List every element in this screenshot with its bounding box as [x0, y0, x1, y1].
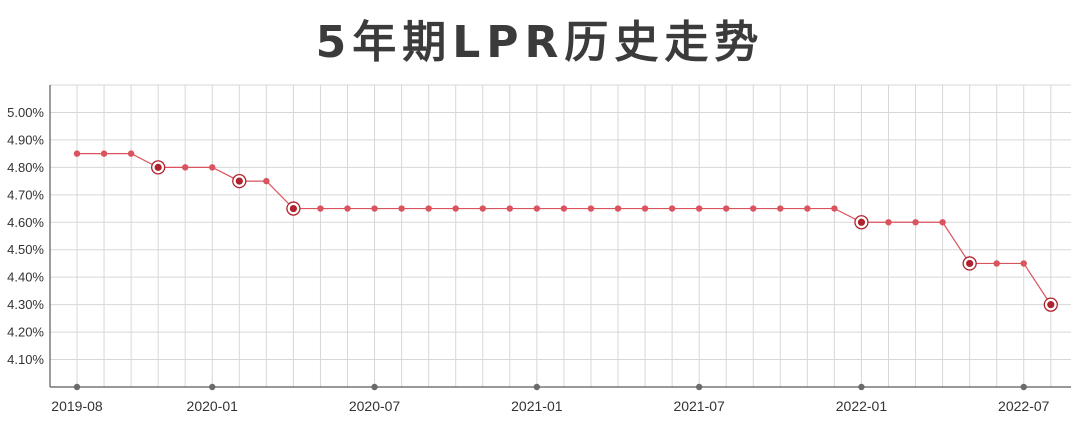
data-point: [885, 219, 892, 226]
data-point: [506, 205, 513, 212]
data-point: [614, 205, 622, 212]
data-point: [750, 205, 757, 212]
y-tick-label: 4.60%: [7, 215, 44, 230]
data-point: [371, 205, 378, 212]
chart-title: 5年期LPR历史走势: [315, 17, 765, 68]
y-tick-label: 5.00%: [7, 105, 44, 120]
x-tick-label: 2021-01: [511, 398, 563, 414]
data-point: [533, 205, 541, 212]
y-tick-label: 4.20%: [7, 325, 44, 340]
data-point: [452, 205, 459, 212]
data-point: [993, 260, 1000, 267]
x-tick-mark: [73, 383, 81, 391]
x-tick-mark: [209, 383, 216, 391]
data-point: [425, 205, 432, 212]
data-point: [263, 177, 270, 185]
x-tick-label: 2022-01: [836, 398, 888, 414]
y-tick-label: 4.90%: [7, 132, 44, 147]
y-tick-label: 4.80%: [7, 160, 44, 175]
data-point: [668, 205, 676, 212]
data-point: [317, 205, 324, 212]
data-point: [912, 219, 919, 226]
data-point: [641, 205, 649, 212]
x-tick-label: 2020-01: [187, 398, 239, 414]
data-point: [695, 205, 703, 212]
data-point: [777, 205, 784, 212]
x-tick-label: 2019-08: [51, 398, 103, 414]
data-point: [235, 177, 243, 185]
data-point: [587, 205, 595, 212]
data-point: [831, 205, 838, 212]
data-point: [1020, 260, 1027, 267]
data-point: [560, 205, 568, 212]
data-point: [1047, 301, 1055, 309]
data-point: [154, 163, 162, 171]
y-tick-label: 4.50%: [7, 242, 44, 257]
x-tick-label: 2022-07: [998, 398, 1050, 414]
data-point: [939, 219, 946, 226]
x-tick-mark: [858, 383, 865, 391]
data-point: [209, 164, 216, 171]
y-tick-label: 4.10%: [7, 352, 44, 367]
data-point: [182, 164, 189, 171]
x-tick-mark: [695, 383, 703, 391]
x-tick-mark: [1020, 383, 1027, 391]
data-point: [966, 259, 974, 268]
data-point: [344, 205, 351, 212]
data-point: [723, 205, 730, 212]
x-tick-label: 2021-07: [673, 398, 725, 414]
data-point: [857, 218, 866, 226]
y-tick-label: 4.30%: [7, 297, 44, 312]
data-point: [127, 150, 135, 157]
data-point: [100, 150, 108, 157]
x-tick-mark: [371, 383, 378, 391]
data-point: [398, 205, 405, 212]
x-tick-label: 2020-07: [349, 398, 401, 414]
y-tick-label: 4.70%: [7, 187, 44, 202]
x-tick-mark: [533, 383, 541, 391]
data-point: [289, 204, 297, 213]
y-tick-label: 4.40%: [7, 270, 44, 285]
data-point: [73, 150, 81, 157]
data-point: [804, 205, 811, 212]
data-point: [479, 205, 486, 212]
